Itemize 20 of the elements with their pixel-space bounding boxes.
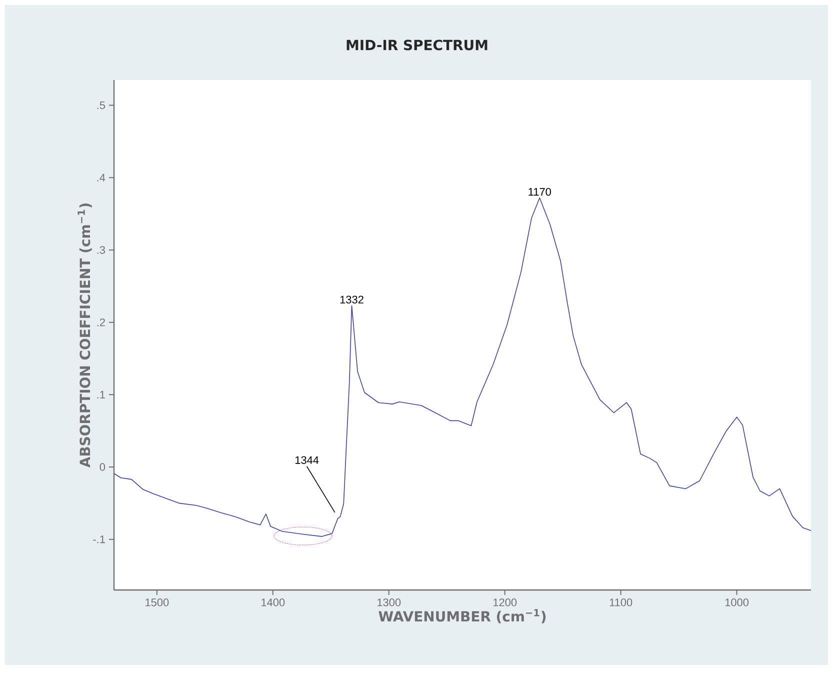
y-tick-label: .5 — [97, 101, 106, 110]
y-axis-title: ABSORPTION COEFFICIENT (cm$^{−1}$) — [78, 204, 92, 468]
line-series — [114, 197, 812, 537]
annotation: 1170 — [528, 188, 551, 196]
chart-title: MID-IR SPECTRUM — [346, 40, 488, 50]
x-tick-label: 1100 — [610, 598, 632, 606]
y-tick-label: 0 — [100, 463, 106, 471]
y-tick-label: .4 — [97, 174, 106, 182]
x-tick-label: 1500 — [146, 598, 169, 606]
y-tick-label: .2 — [97, 318, 105, 326]
x-tick-label: 1300 — [377, 598, 401, 606]
annotation: 1332 — [340, 296, 364, 304]
annotation: 1344 — [295, 456, 319, 464]
x-tick-label: 1200 — [493, 598, 517, 606]
y-tick-label: .3 — [97, 246, 105, 254]
x-tick-label: 1400 — [262, 598, 285, 606]
y-tick-label: -.1 — [93, 536, 105, 544]
x-tick-label: 1000 — [725, 598, 749, 606]
x-axis-title: WAVENUMBER (cm$^{−1}$) — [378, 609, 546, 624]
y-tick-label: .1 — [97, 390, 105, 398]
